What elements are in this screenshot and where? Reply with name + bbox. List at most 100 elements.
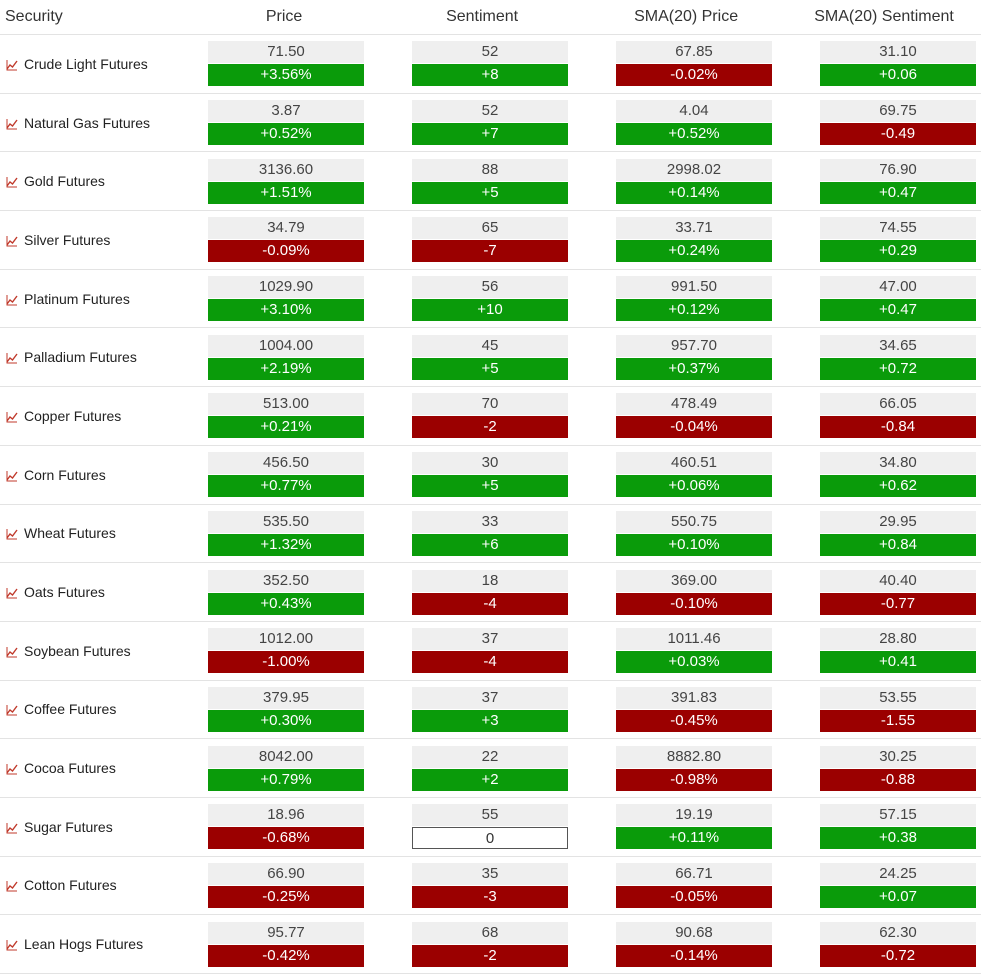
chart-icon[interactable]	[6, 117, 18, 130]
table-row[interactable]: Platinum Futures 1029.90 +3.10% 56 +10 991.50…	[0, 270, 981, 329]
security-name[interactable]: Crude Light Futures	[24, 55, 148, 72]
chart-icon[interactable]	[6, 879, 18, 892]
security-name[interactable]: Copper Futures	[24, 407, 122, 424]
chart-icon[interactable]	[6, 762, 18, 775]
chart-icon[interactable]	[6, 175, 18, 188]
security-cell[interactable]: Gold Futures	[0, 173, 208, 189]
security-name[interactable]: Wheat Futures	[24, 525, 116, 542]
change-badge: -0.09%	[208, 240, 364, 263]
chart-icon[interactable]	[6, 293, 18, 306]
security-name[interactable]: Lean Hogs Futures	[24, 936, 144, 953]
security-name[interactable]: Sugar Futures	[24, 818, 113, 835]
chart-icon[interactable]	[6, 527, 18, 540]
table-row[interactable]: Gold Futures 3136.60 +1.51% 88 +5 2998.02 +0.1…	[0, 152, 981, 212]
security-cell[interactable]: Soybean Futures	[0, 643, 208, 659]
header-price[interactable]: Price	[265, 8, 303, 25]
security-name[interactable]: Gold Futures	[24, 173, 105, 190]
change-badge: -1.55	[820, 709, 976, 732]
value: 379.95	[208, 686, 364, 709]
value: 67.85	[616, 41, 772, 64]
change-badge: 0	[412, 827, 568, 850]
chart-icon[interactable]	[6, 586, 18, 599]
change-badge: +2.19%	[208, 357, 364, 380]
security-cell[interactable]: Crude Light Futures	[0, 56, 208, 72]
sma-sentiment-cell: 66.05 -0.84	[820, 393, 976, 439]
table-row[interactable]: Coffee Futures 379.95 +0.30% 37 +3 391.83 -0.4…	[0, 681, 981, 740]
change-badge: -0.42%	[208, 944, 364, 967]
security-cell[interactable]: Silver Futures	[0, 232, 208, 248]
security-cell[interactable]: Lean Hogs Futures	[0, 936, 208, 952]
sma-sentiment-cell: 34.65 +0.72	[820, 334, 976, 380]
header-sma-price[interactable]: SMA(20) Price	[634, 8, 739, 25]
header-security[interactable]: Security	[5, 8, 63, 25]
change-badge: -0.84	[820, 416, 976, 439]
sma-sentiment-cell: 47.00 +0.47	[820, 276, 976, 322]
security-name[interactable]: Soybean Futures	[24, 642, 131, 659]
value: 40.40	[820, 569, 976, 592]
chart-icon[interactable]	[6, 234, 18, 247]
table-row[interactable]: Soybean Futures 1012.00 -1.00% 37 -4 1011.46 +…	[0, 622, 981, 681]
change-badge: +3	[412, 709, 568, 732]
table-body: Crude Light Futures 71.50 +3.56% 52 +8 67.85-…	[0, 35, 981, 974]
security-name[interactable]: Platinum Futures	[24, 290, 130, 307]
table-row[interactable]: Lean Hogs Futures 95.77 -0.42% 68 -2 90.68 -0.…	[0, 915, 981, 974]
table-row[interactable]: Corn Futures 456.50 +0.77% 30 +5 460.51 +0.06%…	[0, 446, 981, 505]
security-name[interactable]: Corn Futures	[24, 466, 106, 483]
table-row[interactable]: Wheat Futures 535.50 +1.32% 33 +6 550.75 +0.10…	[0, 505, 981, 564]
value: 28.80	[820, 628, 976, 651]
table-row[interactable]: Oats Futures 352.50 +0.43% 18 -4 369.00 -0.10%…	[0, 563, 981, 622]
security-cell[interactable]: Sugar Futures	[0, 819, 208, 835]
chart-icon[interactable]	[6, 821, 18, 834]
value: 2998.02	[616, 158, 772, 181]
table-row[interactable]: Cocoa Futures 8042.00 +0.79% 22 +2 8882.80 -0.…	[0, 739, 981, 798]
value: 34.80	[820, 452, 976, 475]
security-cell[interactable]: Natural Gas Futures	[0, 115, 208, 131]
sma-price-cell: 33.71 +0.24%	[616, 217, 772, 263]
security-cell[interactable]: Wheat Futures	[0, 525, 208, 541]
table-row[interactable]: Palladium Futures 1004.00 +2.19% 45 +5 957.70…	[0, 328, 981, 388]
security-cell[interactable]: Palladium Futures	[0, 349, 208, 365]
value: 18.96	[208, 804, 364, 827]
change-badge: +0.38	[820, 827, 976, 850]
sma-sentiment-cell: 34.80 +0.62	[820, 452, 976, 498]
table-row[interactable]: Crude Light Futures 71.50 +3.56% 52 +8 67.85-…	[0, 35, 981, 94]
security-cell[interactable]: Coffee Futures	[0, 701, 208, 717]
security-name[interactable]: Palladium Futures	[24, 349, 137, 366]
value: 34.79	[208, 217, 364, 240]
security-cell[interactable]: Cocoa Futures	[0, 760, 208, 776]
header-sentiment[interactable]: Sentiment	[446, 8, 519, 25]
chart-icon[interactable]	[6, 645, 18, 658]
chart-icon[interactable]	[6, 703, 18, 716]
table-row[interactable]: Natural Gas Futures 3.87 +0.52% 52 +7 4.04 +0.…	[0, 94, 981, 153]
security-cell[interactable]: Oats Futures	[0, 584, 208, 600]
security-name[interactable]: Cotton Futures	[24, 877, 117, 894]
security-cell[interactable]: Corn Futures	[0, 467, 208, 483]
sentiment-cell: 30 +5	[412, 452, 568, 498]
sentiment-cell: 65 -7	[412, 217, 568, 263]
security-name[interactable]: Silver Futures	[24, 231, 111, 248]
table-row[interactable]: Sugar Futures 18.96 -0.68% 55 0 19.19 +0.11% 57…	[0, 798, 981, 857]
change-badge: +7	[412, 123, 568, 146]
chart-icon[interactable]	[6, 351, 18, 364]
table-row[interactable]: Silver Futures 34.79 -0.09% 65 -7 33.71 +0.24%…	[0, 211, 981, 270]
table-row[interactable]: Copper Futures 513.00 +0.21% 70 -2 478.49 -0.0…	[0, 387, 981, 446]
security-cell[interactable]: Copper Futures	[0, 408, 208, 424]
security-name[interactable]: Oats Futures	[24, 584, 105, 601]
chart-icon[interactable]	[6, 469, 18, 482]
value: 65	[412, 217, 568, 240]
value: 24.25	[820, 862, 976, 885]
chart-icon[interactable]	[6, 410, 18, 423]
change-badge: -0.04%	[616, 416, 772, 439]
value: 52	[412, 41, 568, 64]
security-cell[interactable]: Platinum Futures	[0, 291, 208, 307]
security-name[interactable]: Natural Gas Futures	[24, 114, 151, 131]
change-badge: +10	[412, 299, 568, 322]
table-row[interactable]: Cotton Futures 66.90 -0.25% 35 -3 66.71 -0.05%…	[0, 857, 981, 916]
chart-icon[interactable]	[6, 938, 18, 951]
security-name[interactable]: Cocoa Futures	[24, 760, 116, 777]
chart-icon[interactable]	[6, 58, 18, 71]
security-name[interactable]: Coffee Futures	[24, 701, 117, 718]
security-cell[interactable]: Cotton Futures	[0, 877, 208, 893]
header-sma-sentiment[interactable]: SMA(20) Sentiment	[814, 8, 954, 25]
